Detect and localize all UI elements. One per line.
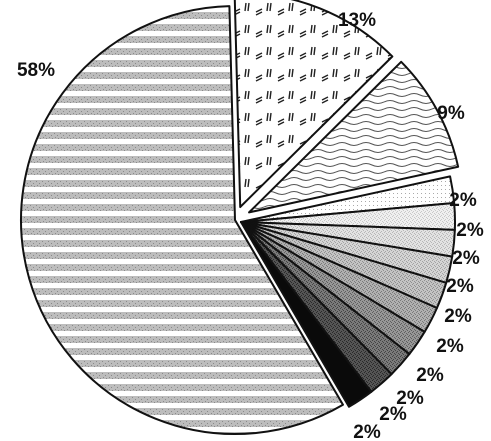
slices-layer [20,0,460,435]
slice-label-12: 2% [353,422,381,441]
slice-label-9: 2% [416,365,444,386]
slice-label-13: 58% [17,60,55,81]
slice-label-5: 2% [452,248,480,269]
pie-slice-1 [233,0,394,209]
slice-label-7: 2% [444,306,472,327]
slice-label-4: 2% [456,220,484,241]
labels-layer: 13%9%2%2%2%2%2%2%2%2%2%2%58% [17,10,484,441]
slice-label-2: 9% [437,103,465,124]
pie-slice-2 [248,60,460,214]
slice-label-6: 2% [446,276,474,297]
slice-label-1: 13% [338,10,376,31]
slice-label-3: 2% [449,190,477,211]
slice-label-8: 2% [436,336,464,357]
pie-slice-13 [20,5,344,435]
slice-label-11: 2% [379,404,407,425]
pie-slice-12 [240,221,373,408]
slice-label-10: 2% [396,388,424,409]
